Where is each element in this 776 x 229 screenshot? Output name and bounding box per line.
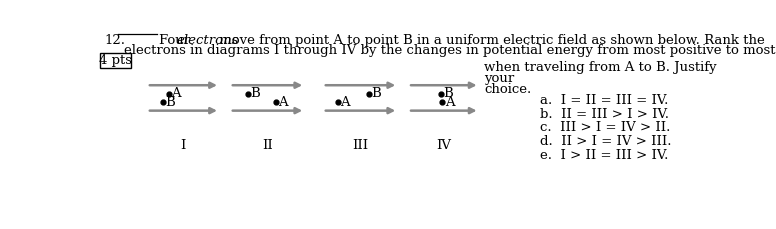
Text: I: I	[181, 139, 186, 152]
Text: III: III	[352, 139, 369, 152]
Text: electrons: electrons	[176, 34, 238, 47]
Text: c.  III > I = IV > II.: c. III > I = IV > II.	[540, 121, 670, 134]
Text: B: B	[165, 96, 175, 109]
Text: A: A	[278, 96, 288, 109]
Text: A: A	[171, 87, 181, 100]
Text: 12.: 12.	[105, 34, 126, 47]
Text: e.  I > II = III > IV.: e. I > II = III > IV.	[540, 149, 669, 162]
Text: Four: Four	[159, 34, 194, 47]
Text: when traveling from A to B. Justify: when traveling from A to B. Justify	[484, 61, 717, 74]
Text: 4 pts: 4 pts	[99, 54, 132, 67]
Text: choice.: choice.	[484, 83, 532, 96]
Text: b.  II = III > I > IV.: b. II = III > I > IV.	[540, 108, 669, 120]
Text: IV: IV	[436, 139, 452, 152]
Text: your: your	[484, 72, 514, 85]
Text: A: A	[445, 96, 455, 109]
Text: II: II	[262, 139, 273, 152]
Text: B: B	[443, 87, 452, 100]
Text: B: B	[371, 87, 381, 100]
Text: B: B	[251, 87, 260, 100]
Text: A: A	[341, 96, 350, 109]
FancyBboxPatch shape	[100, 53, 131, 68]
Text: d.  II > I = IV > III.: d. II > I = IV > III.	[540, 135, 672, 148]
Text: electrons in diagrams I through IV by the changes in potential energy from most : electrons in diagrams I through IV by th…	[124, 44, 776, 57]
Text: move from point A to point B in a uniform electric field as shown below. Rank th: move from point A to point B in a unifor…	[215, 34, 764, 47]
Text: a.  I = II = III = IV.: a. I = II = III = IV.	[540, 94, 669, 107]
